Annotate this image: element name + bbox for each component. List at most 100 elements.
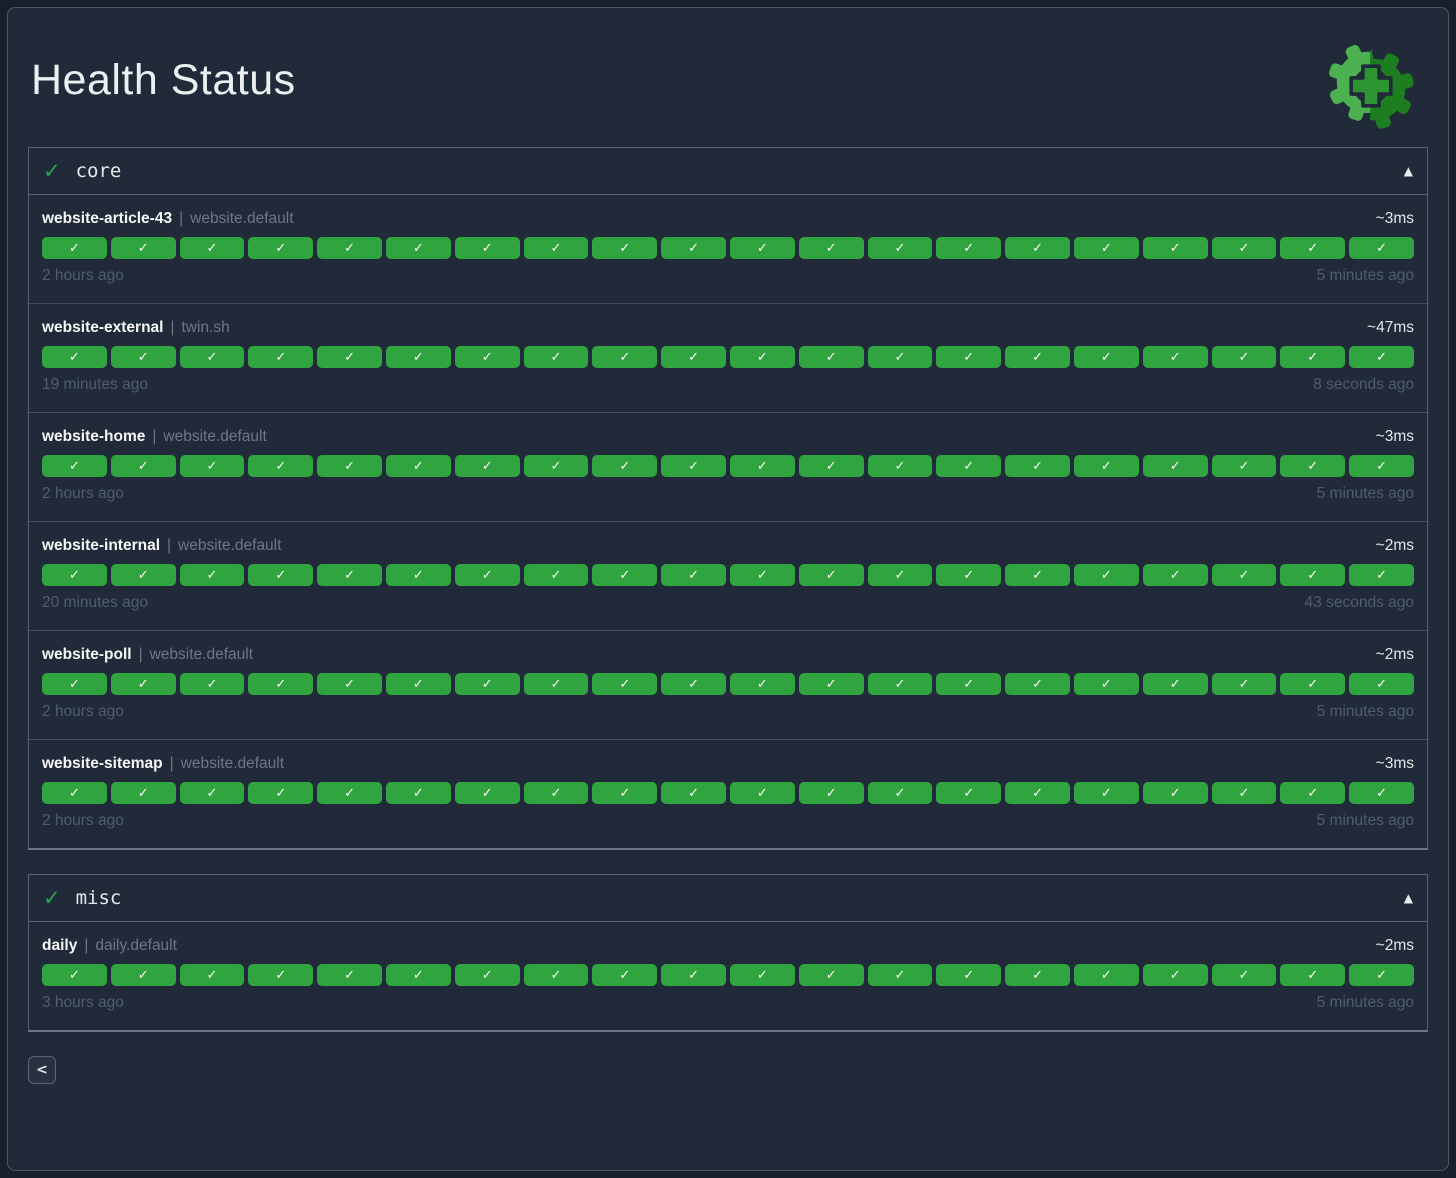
check-separator: | bbox=[152, 428, 157, 445]
health-pill-ok: ✓ bbox=[1211, 346, 1277, 368]
check-target: website.default bbox=[149, 646, 254, 663]
check-row: daily | daily.default ~2ms ✓ ✓ ✓ ✓ ✓ ✓ ✓ ✓ ✓ ✓ ✓ ✓ ✓… bbox=[29, 922, 1427, 1030]
history-start-time: 2 hours ago bbox=[42, 267, 124, 284]
health-pill-ok: ✓ bbox=[592, 964, 658, 986]
health-pill-ok: ✓ bbox=[523, 782, 589, 804]
health-pill-ok: ✓ bbox=[317, 673, 382, 695]
health-pill-ok: ✓ bbox=[592, 564, 658, 586]
health-pill-ok: ✓ bbox=[867, 237, 933, 259]
health-pill-ok: ✓ bbox=[661, 782, 726, 804]
check-name: daily bbox=[42, 937, 78, 954]
health-pill-ok: ✓ bbox=[1073, 673, 1139, 695]
health-pill-ok: ✓ bbox=[592, 455, 658, 477]
health-pill-ok: ✓ bbox=[1005, 782, 1070, 804]
health-pill-ok: ✓ bbox=[798, 782, 864, 804]
health-pill-ok: ✓ bbox=[1005, 346, 1070, 368]
check-latency: ~2ms bbox=[1375, 646, 1414, 663]
history-start-time: 2 hours ago bbox=[42, 485, 124, 502]
check-name: website-sitemap bbox=[42, 755, 163, 772]
check-row: website-home | website.default ~3ms ✓ ✓ ✓ ✓… bbox=[29, 413, 1427, 522]
health-pill-ok: ✓ bbox=[936, 964, 1002, 986]
health-pill-ok: ✓ bbox=[385, 346, 451, 368]
health-pill-ok: ✓ bbox=[1211, 455, 1277, 477]
collapse-triangle-icon[interactable]: ▲ bbox=[1403, 164, 1413, 178]
health-pill-ok: ✓ bbox=[42, 673, 107, 695]
history-end-time: 5 minutes ago bbox=[1316, 703, 1414, 720]
check-row-header: daily | daily.default ~2ms bbox=[42, 937, 1414, 955]
health-pill-ok: ✓ bbox=[317, 455, 382, 477]
health-pill-ok: ✓ bbox=[798, 455, 864, 477]
collapse-triangle-icon[interactable]: ▲ bbox=[1403, 891, 1413, 905]
check-name: website-home bbox=[42, 428, 146, 445]
history-times: 2 hours ago 5 minutes ago bbox=[42, 267, 1414, 285]
health-pill-ok: ✓ bbox=[110, 455, 176, 477]
history-end-time: 5 minutes ago bbox=[1316, 485, 1414, 502]
health-pill-ok: ✓ bbox=[1073, 237, 1139, 259]
health-pill-ok: ✓ bbox=[1005, 673, 1070, 695]
health-pill-ok: ✓ bbox=[1211, 673, 1277, 695]
check-name: website-article-43 bbox=[42, 210, 173, 227]
check-target: website.default bbox=[163, 428, 267, 445]
check-row: website-internal | website.default ~2ms … bbox=[29, 522, 1427, 631]
health-pill-ok: ✓ bbox=[729, 237, 795, 259]
health-pill-ok: ✓ bbox=[1280, 782, 1346, 804]
history-pills: ✓ ✓ ✓ ✓ ✓ ✓ ✓ ✓ ✓ ✓ ✓ ✓ ✓ ✓ ✓ ✓ ✓ ✓ ✓ ✓ bbox=[42, 782, 1414, 804]
check-latency: ~2ms bbox=[1375, 537, 1414, 554]
health-pill-ok: ✓ bbox=[179, 346, 245, 368]
health-pill-ok: ✓ bbox=[523, 964, 589, 986]
history-times: 2 hours ago 5 minutes ago bbox=[42, 703, 1414, 721]
health-pill-ok: ✓ bbox=[729, 346, 795, 368]
section-ok-check-icon: ✓ bbox=[43, 885, 61, 910]
history-times: 3 hours ago 5 minutes ago bbox=[42, 994, 1414, 1012]
health-pill-ok: ✓ bbox=[798, 564, 864, 586]
history-end-time: 8 seconds ago bbox=[1313, 376, 1414, 393]
main-panel: Health Status bbox=[7, 7, 1449, 1171]
health-pill-ok: ✓ bbox=[1142, 964, 1208, 986]
health-pill-ok: ✓ bbox=[42, 782, 107, 804]
health-pill-ok: ✓ bbox=[798, 964, 864, 986]
section-header[interactable]: ✓ misc ▲ bbox=[29, 875, 1427, 922]
health-pill-ok: ✓ bbox=[454, 673, 520, 695]
check-row-header: website-article-43 | website.default ~3m… bbox=[42, 210, 1414, 228]
health-pill-ok: ✓ bbox=[1142, 237, 1208, 259]
history-pills: ✓ ✓ ✓ ✓ ✓ ✓ ✓ ✓ ✓ ✓ ✓ ✓ ✓ ✓ ✓ ✓ ✓ ✓ ✓ ✓ bbox=[42, 673, 1414, 695]
section-header[interactable]: ✓ core ▲ bbox=[29, 148, 1427, 195]
health-pill-ok: ✓ bbox=[661, 564, 726, 586]
health-pill-ok: ✓ bbox=[661, 964, 726, 986]
history-pills: ✓ ✓ ✓ ✓ ✓ ✓ ✓ ✓ ✓ ✓ ✓ ✓ ✓ ✓ ✓ ✓ ✓ ✓ ✓ ✓ bbox=[42, 346, 1414, 368]
health-pill-ok: ✓ bbox=[936, 673, 1002, 695]
health-pill-ok: ✓ bbox=[729, 564, 795, 586]
health-pill-ok: ✓ bbox=[42, 455, 107, 477]
health-pill-ok: ✓ bbox=[317, 237, 382, 259]
health-pill-ok: ✓ bbox=[592, 782, 658, 804]
health-pill-ok: ✓ bbox=[1073, 782, 1139, 804]
health-pill-ok: ✓ bbox=[1280, 346, 1346, 368]
health-pill-ok: ✓ bbox=[385, 564, 451, 586]
health-pill-ok: ✓ bbox=[1073, 564, 1139, 586]
health-pill-ok: ✓ bbox=[1005, 964, 1070, 986]
health-pill-ok: ✓ bbox=[1280, 237, 1346, 259]
health-pill-ok: ✓ bbox=[661, 673, 726, 695]
history-start-time: 19 minutes ago bbox=[42, 376, 148, 393]
health-pill-ok: ✓ bbox=[248, 455, 314, 477]
pager-prev-button[interactable]: < bbox=[28, 1056, 56, 1084]
health-pill-ok: ✓ bbox=[42, 346, 107, 368]
health-pill-ok: ✓ bbox=[1349, 564, 1414, 586]
history-times: 2 hours ago 5 minutes ago bbox=[42, 485, 1414, 503]
health-pill-ok: ✓ bbox=[523, 564, 589, 586]
health-pill-ok: ✓ bbox=[454, 237, 520, 259]
health-pill-ok: ✓ bbox=[661, 237, 726, 259]
health-pill-ok: ✓ bbox=[110, 237, 176, 259]
check-separator: | bbox=[84, 937, 89, 954]
check-separator: | bbox=[179, 210, 184, 227]
check-latency: ~47ms bbox=[1367, 319, 1414, 336]
health-pill-ok: ✓ bbox=[248, 673, 314, 695]
check-separator: | bbox=[169, 755, 174, 772]
health-pill-ok: ✓ bbox=[729, 782, 795, 804]
check-separator: | bbox=[167, 537, 172, 554]
health-section: ✓ misc ▲ daily | daily.default ~2ms ✓ ✓ ✓ ✓… bbox=[28, 874, 1428, 1032]
health-pill-ok: ✓ bbox=[1211, 964, 1277, 986]
health-pill-ok: ✓ bbox=[179, 964, 245, 986]
check-target: twin.sh bbox=[181, 319, 230, 336]
health-pill-ok: ✓ bbox=[936, 455, 1002, 477]
